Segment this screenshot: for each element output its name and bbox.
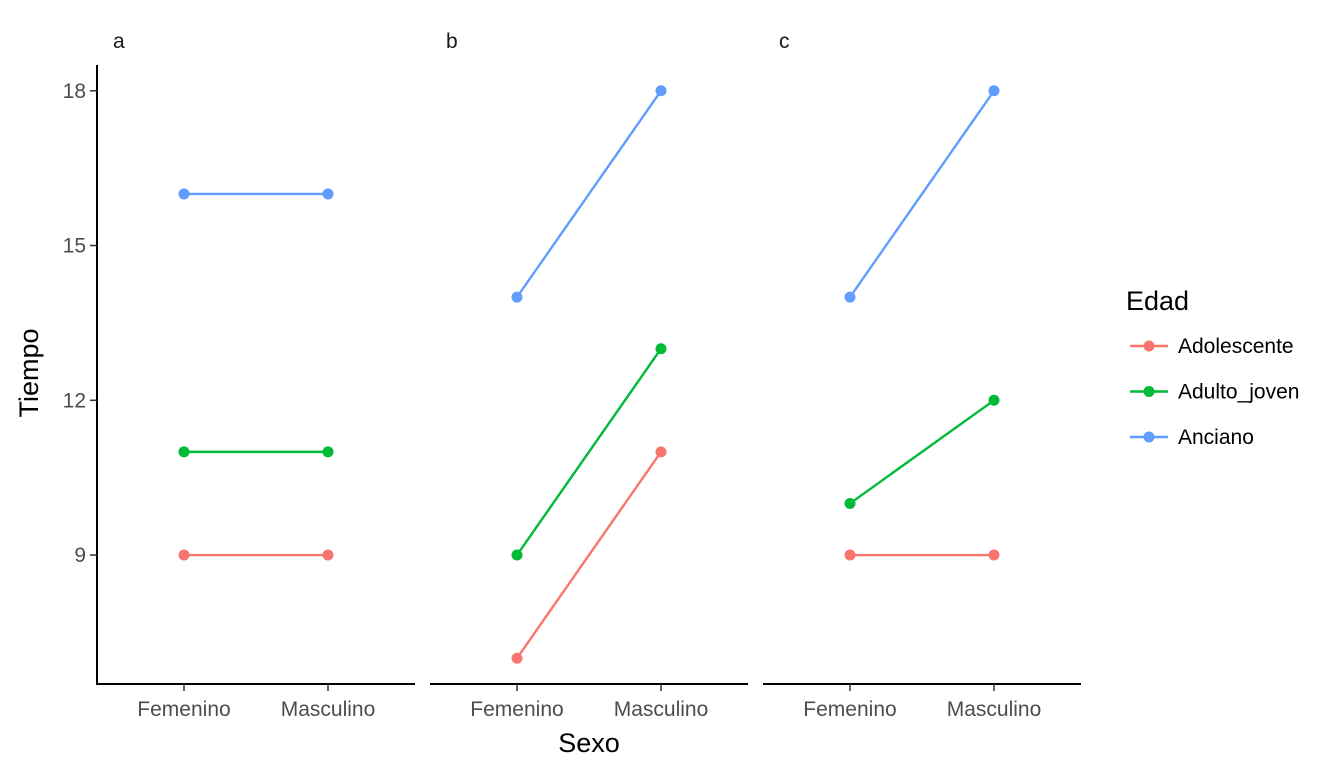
legend-key-point	[1143, 386, 1155, 397]
data-point	[844, 291, 856, 303]
legend-entry: Adolescente	[1130, 335, 1294, 358]
data-point	[655, 85, 667, 97]
data-point	[511, 549, 523, 561]
x-tick-label: Masculino	[614, 698, 709, 721]
panel-b: b Femenino Masculino	[430, 30, 748, 721]
legend-label: Anciano	[1178, 426, 1254, 449]
panel-label: b	[446, 30, 458, 53]
y-tick-label: 15	[63, 235, 86, 258]
data-point	[511, 291, 523, 303]
data-point	[655, 446, 667, 458]
x-tick-label: Femenino	[137, 698, 230, 721]
data-point	[988, 549, 1000, 561]
legend-label: Adulto_joven	[1178, 381, 1299, 404]
legend-key-point	[1143, 340, 1155, 352]
data-point	[322, 446, 334, 458]
legend-title: Edad	[1126, 286, 1189, 316]
data-point	[988, 85, 1000, 97]
legend-entry: Anciano	[1130, 426, 1254, 449]
data-point	[988, 394, 1000, 406]
panel-c: c Femenino Masculino	[763, 30, 1081, 721]
panel-a: a Femenino Masculino	[97, 30, 415, 721]
panels-layer: 9 12 15 18 a Femenino Masculino b Femenino Mascul…	[63, 30, 1081, 721]
legend-entry: Adulto_joven	[1130, 381, 1299, 404]
x-axis-title: Sexo	[558, 728, 620, 758]
panel-label: c	[779, 30, 790, 53]
panel-label: a	[113, 30, 125, 53]
data-point	[511, 652, 523, 664]
x-tick-label: Masculino	[947, 698, 1042, 721]
y-tick-label: 12	[63, 389, 86, 412]
series-line-adulto_joven	[849, 399, 995, 505]
legend-label: Adolescente	[1178, 335, 1294, 358]
y-axis: 9 12 15 18	[63, 65, 98, 685]
y-tick-label: 9	[74, 544, 86, 567]
x-tick-label: Masculino	[281, 698, 376, 721]
y-axis-title: Tiempo	[14, 328, 44, 417]
legend: Edad Adolescente Adulto_joven Anciano	[1126, 286, 1299, 449]
data-point	[322, 188, 334, 200]
series-line-adolescente	[516, 451, 662, 659]
data-point	[322, 549, 334, 561]
series-line-adulto_joven	[516, 348, 662, 556]
data-point	[844, 549, 856, 561]
x-tick-label: Femenino	[803, 698, 896, 721]
series-line-anciano	[849, 90, 995, 298]
data-point	[178, 188, 190, 200]
y-tick-label: 18	[63, 80, 86, 103]
data-point	[655, 343, 667, 355]
x-tick-label: Femenino	[470, 698, 563, 721]
legend-key-point	[1143, 431, 1155, 443]
data-point	[178, 446, 190, 458]
data-point	[844, 497, 856, 509]
series-line-anciano	[516, 90, 662, 298]
data-point	[178, 549, 190, 561]
